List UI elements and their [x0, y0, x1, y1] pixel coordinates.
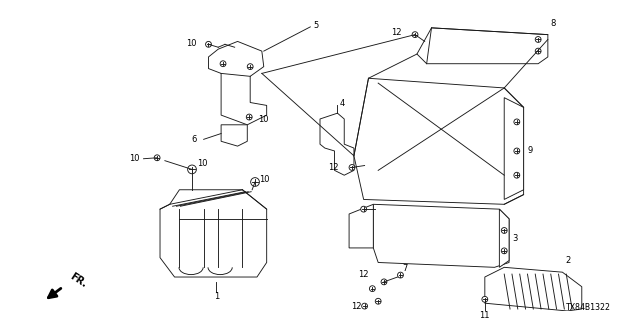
Text: 10: 10 — [186, 39, 197, 48]
Polygon shape — [499, 209, 509, 267]
Circle shape — [154, 155, 160, 161]
Text: FR.: FR. — [68, 271, 88, 290]
Text: 12: 12 — [351, 302, 362, 311]
Circle shape — [514, 172, 520, 178]
Polygon shape — [485, 267, 582, 311]
Polygon shape — [417, 28, 548, 64]
Text: 1: 1 — [214, 292, 219, 301]
Circle shape — [482, 296, 488, 302]
Circle shape — [205, 41, 211, 47]
Text: 2: 2 — [565, 256, 570, 265]
Circle shape — [375, 298, 381, 304]
Circle shape — [381, 279, 387, 285]
Circle shape — [535, 48, 541, 54]
Circle shape — [397, 272, 403, 278]
Circle shape — [220, 61, 226, 67]
Polygon shape — [320, 113, 354, 175]
Circle shape — [514, 148, 520, 154]
Polygon shape — [349, 204, 373, 248]
Polygon shape — [354, 78, 524, 204]
Text: 4: 4 — [339, 99, 345, 108]
Text: 10: 10 — [259, 175, 269, 184]
Circle shape — [535, 36, 541, 42]
Circle shape — [412, 32, 418, 37]
Polygon shape — [160, 190, 267, 277]
Polygon shape — [504, 98, 524, 199]
Text: 6: 6 — [191, 135, 197, 144]
Circle shape — [501, 248, 507, 254]
Polygon shape — [373, 204, 509, 267]
Circle shape — [246, 114, 252, 120]
Text: 3: 3 — [512, 234, 517, 243]
Text: 9: 9 — [527, 147, 532, 156]
Text: 12: 12 — [391, 28, 401, 37]
Text: 7: 7 — [403, 264, 408, 273]
Text: 10: 10 — [129, 154, 140, 163]
Text: 12: 12 — [358, 270, 369, 279]
Polygon shape — [221, 125, 247, 146]
Text: 12: 12 — [328, 163, 339, 172]
Circle shape — [188, 165, 196, 174]
Circle shape — [251, 178, 259, 186]
Circle shape — [361, 206, 367, 212]
Text: 8: 8 — [551, 20, 556, 28]
Circle shape — [514, 119, 520, 125]
Circle shape — [501, 228, 507, 233]
Text: 11: 11 — [479, 311, 490, 320]
Circle shape — [349, 164, 355, 170]
Polygon shape — [209, 41, 267, 125]
Text: 10: 10 — [197, 159, 207, 168]
Text: 10: 10 — [258, 116, 268, 124]
Circle shape — [247, 64, 253, 69]
Circle shape — [362, 303, 367, 309]
Text: 5: 5 — [313, 21, 319, 30]
Circle shape — [369, 286, 375, 292]
Text: TX84B1322: TX84B1322 — [566, 303, 611, 312]
